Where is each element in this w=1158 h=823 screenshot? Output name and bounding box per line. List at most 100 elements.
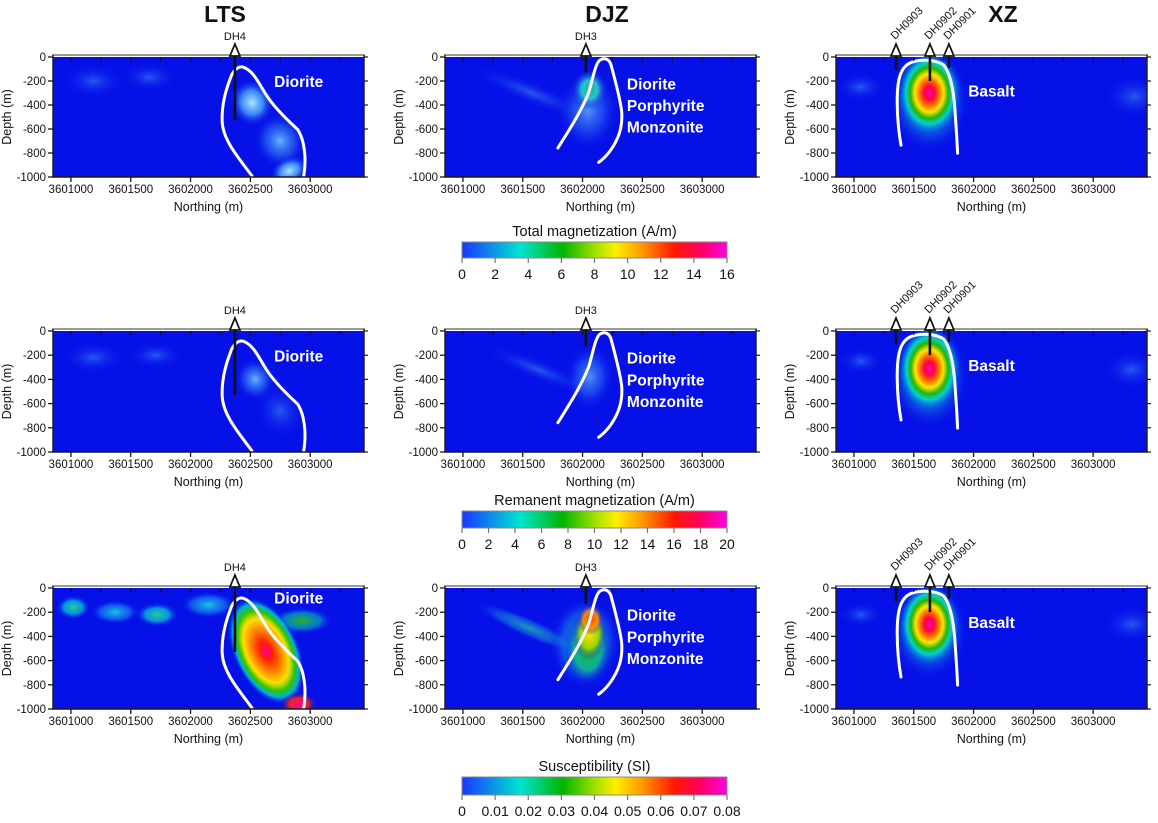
y-tick-label: -800 bbox=[415, 423, 438, 435]
panel-DJZ-total: 3601000 3601500 3602000 3602500 3603000 0 -200… bbox=[392, 31, 760, 214]
ore-body-outline bbox=[222, 341, 305, 451]
x-tick-label: 3601000 bbox=[441, 459, 486, 471]
anomaly-blob bbox=[839, 602, 883, 627]
anomaly-blob bbox=[898, 588, 961, 667]
drillhole-label: DH0903 bbox=[889, 5, 926, 42]
colorbar-tick-label: 0.06 bbox=[647, 803, 674, 819]
colorbar-tick-label: 8 bbox=[591, 266, 599, 282]
geology-label: Porphyrite bbox=[627, 98, 705, 115]
x-tick-label: 3601000 bbox=[832, 459, 877, 471]
drillhole-label: DH3 bbox=[575, 31, 597, 43]
y-tick-label: -200 bbox=[415, 76, 438, 88]
x-tick-label: 3601500 bbox=[891, 716, 936, 728]
geology-label: Monzonite bbox=[627, 651, 704, 668]
colorbar-1: Remanent magnetization (A/m) 0 2 4 6 8 10 12 14 1… bbox=[458, 493, 735, 552]
colorbar-tick-label: 0 bbox=[458, 803, 466, 819]
anomaly-blob bbox=[280, 692, 318, 709]
y-axis-title: Depth (m) bbox=[392, 364, 406, 420]
x-axis-title: Northing (m) bbox=[566, 475, 635, 489]
anomaly-blob bbox=[897, 331, 962, 413]
drillhole-collar-arrow bbox=[889, 315, 903, 331]
colorbar-title: Susceptibility (SI) bbox=[538, 759, 650, 775]
colorbar-tick-label: 18 bbox=[693, 536, 709, 552]
drillhole-label: DH4 bbox=[224, 31, 246, 43]
heatmap-area bbox=[53, 588, 364, 709]
y-tick-label: -600 bbox=[415, 124, 438, 136]
drillhole-collar-arrow bbox=[942, 41, 956, 57]
colorbar-title: Remanent magnetization (A/m) bbox=[494, 493, 695, 509]
colorbar-gradient bbox=[461, 241, 728, 259]
colorbar-tick-label: 0.01 bbox=[482, 803, 509, 819]
anomaly-blob bbox=[270, 155, 309, 177]
x-tick-label: 3601000 bbox=[441, 184, 486, 196]
y-tick-label: -400 bbox=[415, 374, 438, 386]
y-tick-label: -400 bbox=[23, 631, 46, 643]
heatmap-area bbox=[836, 588, 1147, 709]
geology-label: Porphyrite bbox=[627, 372, 705, 389]
geology-label: Diorite bbox=[627, 608, 676, 625]
geology-label: Basalt bbox=[968, 84, 1015, 101]
drillhole-label: DH3 bbox=[575, 305, 597, 317]
y-tick-label: -200 bbox=[806, 350, 829, 362]
y-tick-label: -800 bbox=[23, 423, 46, 435]
panel-XZ-total: 3601000 3601500 3602000 3602500 3603000 0 -200… bbox=[783, 5, 1158, 214]
x-tick-label: 3601000 bbox=[49, 716, 94, 728]
anomaly-blob bbox=[180, 591, 237, 619]
colorbar-tick-label: 0.04 bbox=[581, 803, 608, 819]
panel-XZ-susceptibility: 3601000 3601500 3602000 3602500 3603000 0 -200… bbox=[783, 536, 1158, 746]
anomaly-blob bbox=[254, 382, 306, 440]
anomaly-blob bbox=[127, 341, 184, 369]
y-axis-title: Depth (m) bbox=[783, 89, 797, 145]
y-tick-label: -1000 bbox=[409, 172, 438, 184]
x-tick-label: 3601500 bbox=[500, 716, 545, 728]
drillhole-collar-arrow bbox=[923, 572, 937, 588]
y-tick-label: 0 bbox=[432, 583, 438, 595]
anomaly-blob bbox=[839, 347, 883, 375]
panel-LTS-susceptibility: 3601000 3601500 3602000 3602500 3603000 0 -200… bbox=[0, 562, 368, 746]
colorbar-tick-label: 12 bbox=[613, 536, 629, 552]
colorbar-tick-label: 0.02 bbox=[515, 803, 542, 819]
colorbar-tick-label: 14 bbox=[640, 536, 656, 552]
y-tick-label: -200 bbox=[23, 76, 46, 88]
anomaly-blob bbox=[1103, 350, 1147, 390]
y-tick-label: -400 bbox=[415, 631, 438, 643]
anomaly-blob bbox=[90, 600, 141, 625]
x-tick-label: 3602000 bbox=[560, 459, 605, 471]
panel-LTS-remanent: 3601000 3601500 3602000 3602500 3603000 0 -200… bbox=[0, 305, 368, 489]
x-tick-label: 3601000 bbox=[832, 184, 877, 196]
y-tick-label: -200 bbox=[806, 76, 829, 88]
drillhole-collar-arrow bbox=[228, 572, 242, 588]
y-tick-label: 0 bbox=[432, 52, 438, 64]
colorbar-tick-label: 10 bbox=[587, 536, 603, 552]
y-tick-label: -1000 bbox=[17, 704, 46, 716]
anomaly-blob bbox=[135, 602, 179, 627]
y-axis-title: Depth (m) bbox=[0, 621, 14, 677]
anomaly-blob bbox=[56, 595, 91, 620]
anomaly-blob bbox=[1103, 75, 1147, 119]
colorbar-title: Total magnetization (A/m) bbox=[512, 224, 676, 240]
y-axis-title: Depth (m) bbox=[0, 364, 14, 420]
x-axis-title: Northing (m) bbox=[174, 475, 243, 489]
y-tick-label: -800 bbox=[415, 148, 438, 160]
section-title-DJZ: DJZ bbox=[585, 1, 628, 27]
x-tick-label: 3602500 bbox=[1011, 184, 1056, 196]
x-axis-title: Northing (m) bbox=[566, 200, 635, 214]
x-tick-label: 3603000 bbox=[680, 716, 725, 728]
colorbar-tick-label: 6 bbox=[538, 536, 546, 552]
colorbar-tick-label: 0 bbox=[458, 266, 466, 282]
colorbar-tick-label: 0.03 bbox=[548, 803, 575, 819]
heatmap-background bbox=[836, 331, 1147, 452]
drillhole-label: DH4 bbox=[224, 305, 246, 317]
panel-LTS-total: 3601000 3601500 3602000 3602500 3603000 0 -200… bbox=[0, 31, 368, 214]
colorbar-tick-label: 0.05 bbox=[614, 803, 641, 819]
colorbar-tick-label: 0.07 bbox=[680, 803, 707, 819]
geology-label: Diorite bbox=[274, 591, 323, 608]
colorbar-tick-label: 2 bbox=[485, 536, 493, 552]
x-tick-label: 3603000 bbox=[1071, 184, 1116, 196]
x-tick-label: 3602000 bbox=[951, 716, 996, 728]
x-tick-label: 3601500 bbox=[108, 184, 153, 196]
colorbar-tick-label: 0 bbox=[458, 536, 466, 552]
y-tick-label: 0 bbox=[823, 52, 829, 64]
x-tick-label: 3601000 bbox=[49, 184, 94, 196]
y-axis-title: Depth (m) bbox=[783, 621, 797, 677]
